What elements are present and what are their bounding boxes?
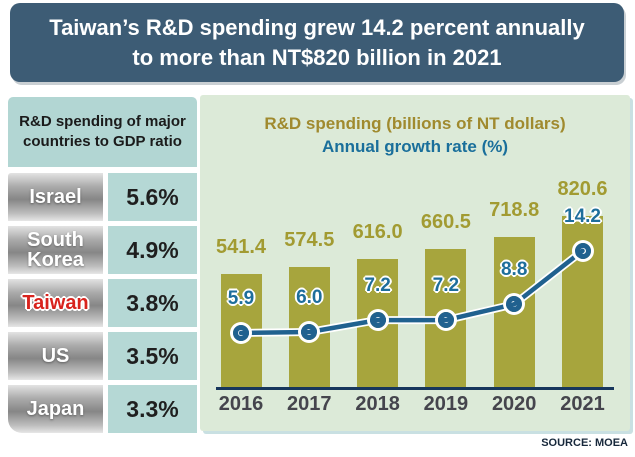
year-label-2019: 2019 [423,393,469,415]
source-credit: SOURCE: MOEA [541,437,628,449]
growth-value-2018: 7.2 [364,275,391,297]
ratio-cell: 3.5% [108,332,197,380]
x-axis-line [216,387,614,390]
spending-bar-2020 [493,237,535,387]
gdp-panel-heading: R&D spending of major countries to GDP r… [8,97,197,167]
gdp-row: US 3.5% [8,332,197,380]
spending-value-2021: 820.6 [557,178,608,200]
spending-value-2016: 541.4 [215,236,267,259]
spending-value-2018: 616.0 [352,220,403,243]
year-label-2020: 2020 [491,393,537,415]
spending-value-2020: 718.8 [489,199,540,222]
gdp-row: Taiwan 3.8% [8,279,197,327]
ratio-cell: 5.6% [108,173,197,221]
year-label-2021: 2021 [560,393,605,415]
country-label: US [41,345,70,367]
country-label: Taiwan [22,292,89,314]
spending-value-2017: 574.5 [284,229,335,252]
country-label: Japan [26,398,85,420]
plot-area: 541.4 2016 5.9 574.5 2017 6.0 616.0 2018 7.2 660.… [200,95,630,431]
title-line1: Taiwan’s R&D spending grew 14.2 percent … [49,14,585,40]
gdp-row: South Korea 4.9% [8,226,197,274]
gdp-heading-line1: R&D spending of major [19,113,186,130]
year-label-2017: 2017 [287,393,332,415]
title-banner: Taiwan’s R&D spending grew 14.2 percent … [10,3,624,82]
gdp-row: Israel 5.6% [8,173,197,221]
gdp-table: Israel 5.6% South Korea 4.9% Taiwan 3.8%… [8,173,197,433]
growth-line [237,246,587,337]
ratio-value: 5.6% [126,183,179,210]
year-label-2016: 2016 [218,393,264,415]
growth-point-2017 [301,324,318,340]
ratio-cell: 3.3% [108,385,197,433]
country-cell: US [8,332,103,380]
country-cell: Israel [8,173,103,221]
chart-panel: R&D spending (billions of NT dollars) An… [200,95,630,431]
ratio-value: 3.5% [126,342,179,369]
ratio-cell: 4.9% [108,226,197,274]
ratio-value: 3.3% [126,395,179,422]
gdp-ratio-panel: R&D spending of major countries to GDP r… [8,97,197,433]
growth-value-2020: 8.8 [500,259,528,281]
country-cell: Taiwan [8,279,103,327]
growth-value-2017: 6.0 [296,287,323,308]
growth-point-2016 [233,324,249,341]
growth-value-2019: 7.2 [432,275,460,297]
country-cell: Japan [8,385,103,433]
growth-value-2016: 5.9 [227,287,255,309]
ratio-value: 3.8% [126,289,179,316]
gdp-row: Japan 3.3% [8,385,197,433]
country-label: South Korea [27,229,84,271]
growth-point-2018 [369,312,386,329]
year-label-2018: 2018 [355,393,400,415]
growth-point-2019 [437,312,454,329]
title-line2: to more than NT$820 billion in 2021 [132,44,502,70]
growth-point-2021 [574,242,591,259]
growth-point-2020 [506,296,523,313]
country-cell: South Korea [8,226,103,274]
growth-value-2021: 14.2 [564,205,601,227]
country-label: Israel [29,186,82,208]
ratio-cell: 3.8% [108,279,197,327]
chart-title-spending: R&D spending (billions of NT dollars) [264,114,566,133]
ratio-value: 4.9% [126,236,179,263]
gdp-heading-line2: countries to GDP ratio [23,133,182,150]
spending-value-2019: 660.5 [420,211,471,234]
chart-title-growth: Annual growth rate (%) [321,137,509,156]
